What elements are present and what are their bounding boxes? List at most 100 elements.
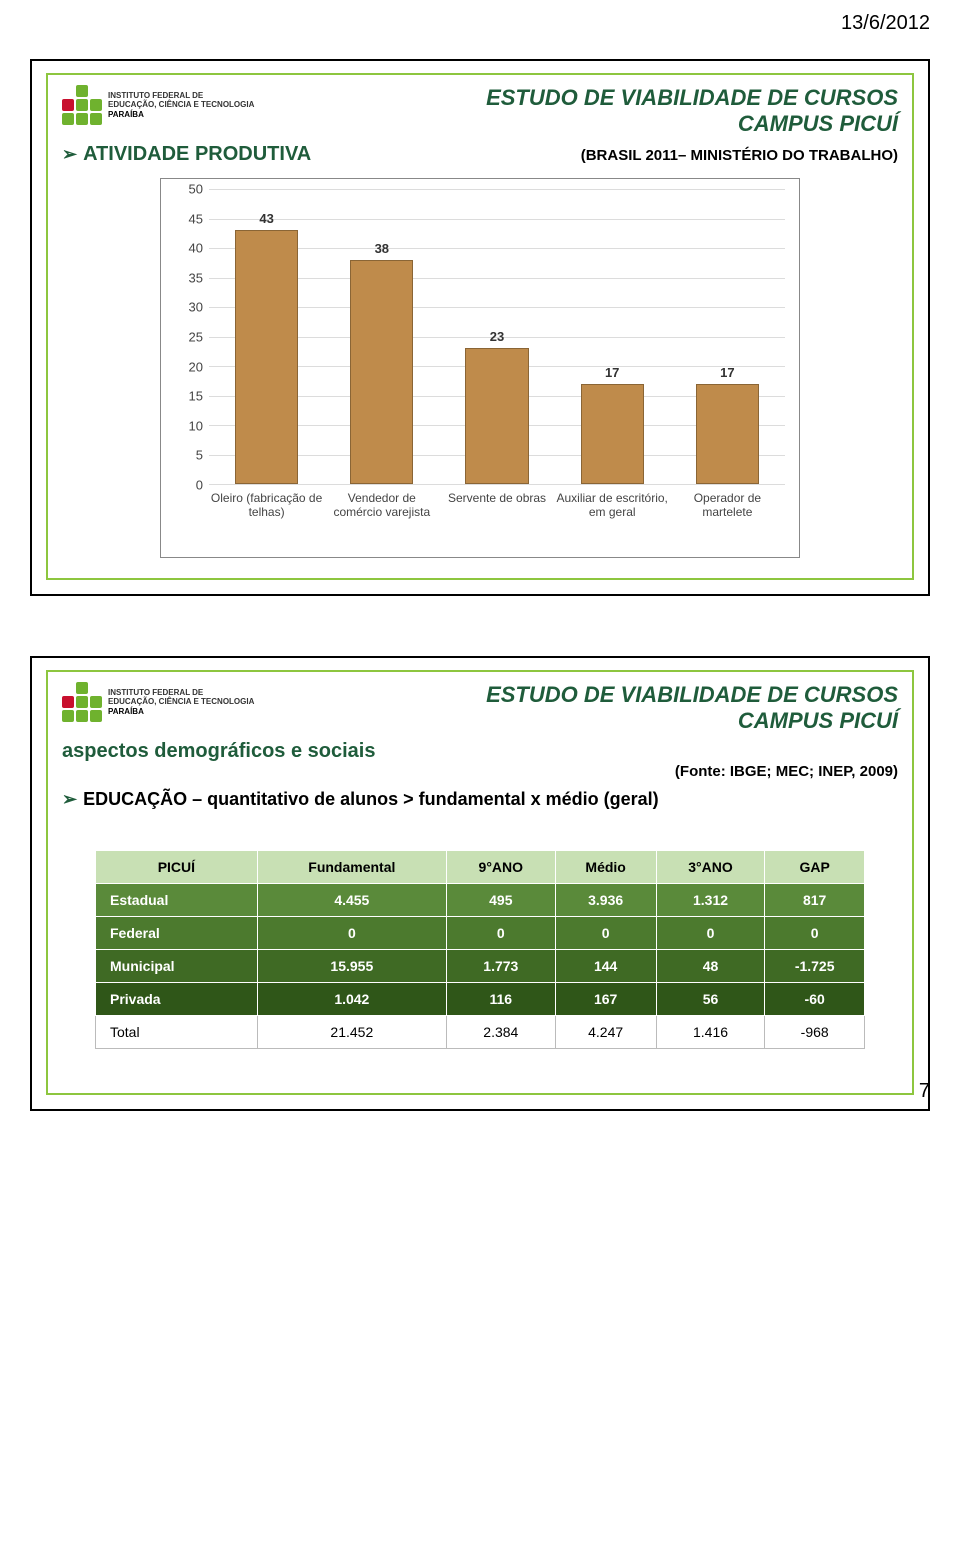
slide1-header: INSTITUTO FEDERAL DE EDUCAÇÃO, CIÊNCIA E… — [62, 85, 898, 137]
chart-y-tick: 40 — [189, 241, 203, 256]
table-cell: Estadual — [96, 884, 258, 917]
chart-bar-value: 17 — [720, 365, 734, 380]
table-header-cell: Fundamental — [257, 851, 446, 884]
chart-bar — [235, 230, 298, 484]
chart-bar — [465, 348, 528, 484]
chart-y-tick: 10 — [189, 418, 203, 433]
table-cell: Privada — [96, 983, 258, 1016]
page-number: 7 — [919, 1080, 930, 1103]
chart-y-tick: 35 — [189, 270, 203, 285]
table-cell: 1.416 — [656, 1016, 765, 1049]
logo-squares-icon — [62, 85, 102, 125]
chart-gridline — [209, 484, 785, 485]
table-header-row: PICUÍFundamental9°ANOMédio3°ANOGAP — [96, 851, 865, 884]
logo-line1: INSTITUTO FEDERAL DE — [108, 91, 254, 100]
table-cell: 1.773 — [446, 950, 555, 983]
table-cell: 1.312 — [656, 884, 765, 917]
table-cell: 0 — [765, 917, 865, 950]
logo-line2: EDUCAÇÃO, CIÊNCIA E TECNOLOGIA — [108, 697, 254, 706]
chart-bar-value: 23 — [490, 329, 504, 344]
logo-line3: PARAÍBA — [108, 707, 254, 716]
slide1-title-main: ESTUDO DE VIABILIDADE DE CURSOS — [486, 85, 898, 111]
chart-bar-value: 17 — [605, 365, 619, 380]
slide-2-inner: INSTITUTO FEDERAL DE EDUCAÇÃO, CIÊNCIA E… — [46, 670, 914, 1095]
logo-squares-icon — [62, 682, 102, 722]
slide1-subhead-row: ➢ ATIVIDADE PRODUTIVA (BRASIL 2011– MINI… — [62, 143, 898, 166]
chart-y-tick: 45 — [189, 211, 203, 226]
table-cell: Municipal — [96, 950, 258, 983]
chart-x-label: Auxiliar de escritório, em geral — [555, 491, 670, 520]
chart-x-label: Oleiro (fabricação de telhas) — [209, 491, 324, 520]
chart-y-tick: 20 — [189, 359, 203, 374]
table-cell: -1.725 — [765, 950, 865, 983]
chart-plot-area: 43 38 23 17 17 — [209, 189, 785, 485]
chart-y-tick: 25 — [189, 330, 203, 345]
table-cell: 0 — [656, 917, 765, 950]
table-cell: -968 — [765, 1016, 865, 1049]
page-date: 13/6/2012 — [0, 0, 960, 39]
logo-text: INSTITUTO FEDERAL DE EDUCAÇÃO, CIÊNCIA E… — [108, 688, 254, 716]
bar-chart: 0 5 10 15 20 25 30 35 40 45 50 43 38 23 17 17 Oleiro (… — [160, 178, 800, 558]
chart-gridline — [209, 189, 785, 190]
table-cell: 3.936 — [555, 884, 656, 917]
education-table: PICUÍFundamental9°ANOMédio3°ANOGAP Estad… — [95, 850, 865, 1049]
chart-bar-value: 43 — [259, 211, 273, 226]
table-row: Estadual4.4554953.9361.312817 — [96, 884, 865, 917]
table-cell: 0 — [555, 917, 656, 950]
table-cell: 817 — [765, 884, 865, 917]
slide1-title-block: ESTUDO DE VIABILIDADE DE CURSOS CAMPUS P… — [486, 85, 898, 137]
slide1-source: (BRASIL 2011– MINISTÉRIO DO TRABALHO) — [581, 147, 898, 164]
table-cell: 48 — [656, 950, 765, 983]
slide1-subhead: ➢ ATIVIDADE PRODUTIVA — [62, 143, 311, 166]
logo-line3: PARAÍBA — [108, 110, 254, 119]
table-cell: 0 — [257, 917, 446, 950]
chart-bar — [350, 260, 413, 484]
table-row: Privada1.04211616756-60 — [96, 983, 865, 1016]
arrow-icon: ➢ — [62, 789, 77, 810]
table-cell: 144 — [555, 950, 656, 983]
chart-bar — [696, 384, 759, 484]
chart-bar-value: 38 — [375, 241, 389, 256]
table-cell: -60 — [765, 983, 865, 1016]
slide1-subhead-text: ATIVIDADE PRODUTIVA — [83, 143, 311, 166]
logo-text: INSTITUTO FEDERAL DE EDUCAÇÃO, CIÊNCIA E… — [108, 91, 254, 119]
chart-y-tick: 0 — [196, 478, 203, 493]
table-cell: 56 — [656, 983, 765, 1016]
table-row-total: Total21.4522.3844.2471.416-968 — [96, 1016, 865, 1049]
logo-line1: INSTITUTO FEDERAL DE — [108, 688, 254, 697]
table-header-cell: PICUÍ — [96, 851, 258, 884]
chart-x-labels: Oleiro (fabricação de telhas)Vendedor de… — [209, 489, 785, 553]
slide-1-inner: INSTITUTO FEDERAL DE EDUCAÇÃO, CIÊNCIA E… — [46, 73, 914, 580]
chart-y-tick: 30 — [189, 300, 203, 315]
table-row: Federal00000 — [96, 917, 865, 950]
table-row: Municipal15.9551.77314448-1.725 — [96, 950, 865, 983]
chart-y-tick: 50 — [189, 182, 203, 197]
table-cell: Total — [96, 1016, 258, 1049]
table-cell: 4.247 — [555, 1016, 656, 1049]
slide1-title-sub: CAMPUS PICUÍ — [486, 111, 898, 137]
chart-x-label: Servente de obras — [439, 491, 554, 505]
slide2-title-main: ESTUDO DE VIABILIDADE DE CURSOS — [486, 682, 898, 708]
table-header-cell: GAP — [765, 851, 865, 884]
chart-y-tick: 5 — [196, 448, 203, 463]
slide-2: INSTITUTO FEDERAL DE EDUCAÇÃO, CIÊNCIA E… — [30, 656, 930, 1111]
slide2-title-sub: CAMPUS PICUÍ — [486, 708, 898, 734]
table-cell: 0 — [446, 917, 555, 950]
slide2-subhead: aspectos demográficos e sociais — [62, 740, 898, 763]
slide2-edu-text: EDUCAÇÃO – quantitativo de alunos > fund… — [83, 789, 659, 810]
slide-1: INSTITUTO FEDERAL DE EDUCAÇÃO, CIÊNCIA E… — [30, 59, 930, 596]
slide2-header: INSTITUTO FEDERAL DE EDUCAÇÃO, CIÊNCIA E… — [62, 682, 898, 734]
table-cell: 1.042 — [257, 983, 446, 1016]
slide2-source: (Fonte: IBGE; MEC; INEP, 2009) — [675, 763, 898, 780]
table-header-cell: Médio — [555, 851, 656, 884]
chart-x-label: Vendedor de comércio varejista — [324, 491, 439, 520]
table-cell: 15.955 — [257, 950, 446, 983]
table-cell: 4.455 — [257, 884, 446, 917]
chart-y-tick: 15 — [189, 389, 203, 404]
table-cell: Federal — [96, 917, 258, 950]
table-cell: 116 — [446, 983, 555, 1016]
table-cell: 167 — [555, 983, 656, 1016]
chart-gridline — [209, 219, 785, 220]
table-header-cell: 3°ANO — [656, 851, 765, 884]
slide2-education-line: ➢ EDUCAÇÃO – quantitativo de alunos > fu… — [62, 789, 898, 810]
